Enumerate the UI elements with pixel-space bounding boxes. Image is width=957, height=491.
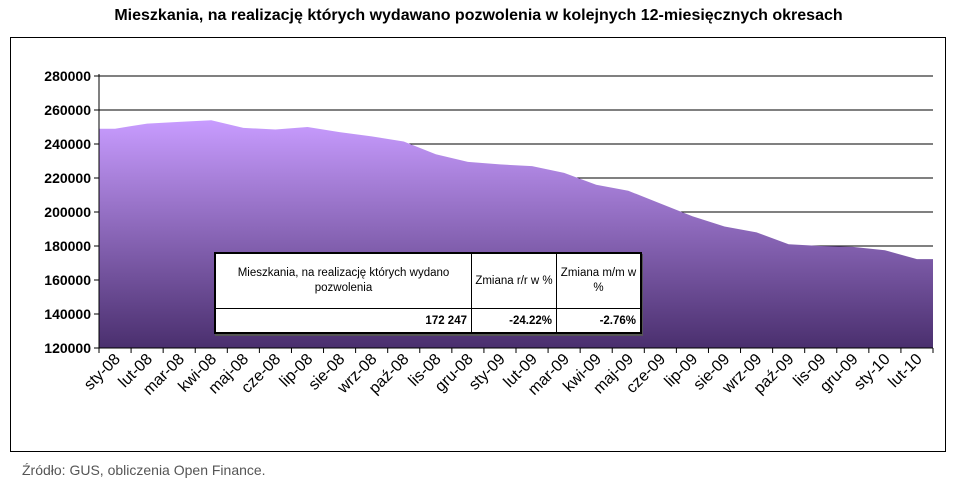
table-header-yoy: Zmiana r/r w %: [471, 254, 556, 309]
source-note: Źródło: GUS, obliczenia Open Finance.: [22, 462, 266, 478]
x-tick-label: sty-08: [81, 351, 124, 394]
y-tick-label: 120000: [44, 340, 91, 356]
y-tick-label: 160000: [44, 272, 91, 288]
y-tick-label: 260000: [44, 102, 91, 118]
area-chart: 120000 140000 160000 180000 200000 220000 2400…: [44, 68, 934, 399]
table-header-count: Mieszkania, na realizację których wydano…: [216, 254, 471, 309]
y-tick-label: 220000: [44, 170, 91, 186]
x-tick-label: sty-09: [466, 351, 509, 394]
table-value-mom: -2.76%: [556, 309, 640, 332]
table-value-yoy: -24.22%: [471, 309, 556, 332]
y-tick-label: 280000: [44, 68, 91, 84]
chart-frame: 120000 140000 160000 180000 200000 220000 2400…: [10, 37, 946, 452]
table-header-mom: Zmiana m/m w %: [556, 254, 640, 309]
x-tick-label: lut-10: [885, 351, 925, 391]
chart-title: Mieszkania, na realizację których wydawa…: [114, 7, 843, 24]
y-tick-label: 200000: [44, 204, 91, 220]
y-tick-label: 180000: [44, 238, 91, 254]
table-value-count: 172 247: [425, 314, 467, 327]
x-tick-label: sty-10: [851, 351, 894, 394]
y-tick-label: 240000: [44, 136, 91, 152]
summary-table: Mieszkania, na realizację których wydano…: [214, 252, 642, 334]
y-tick-label: 140000: [44, 306, 91, 322]
